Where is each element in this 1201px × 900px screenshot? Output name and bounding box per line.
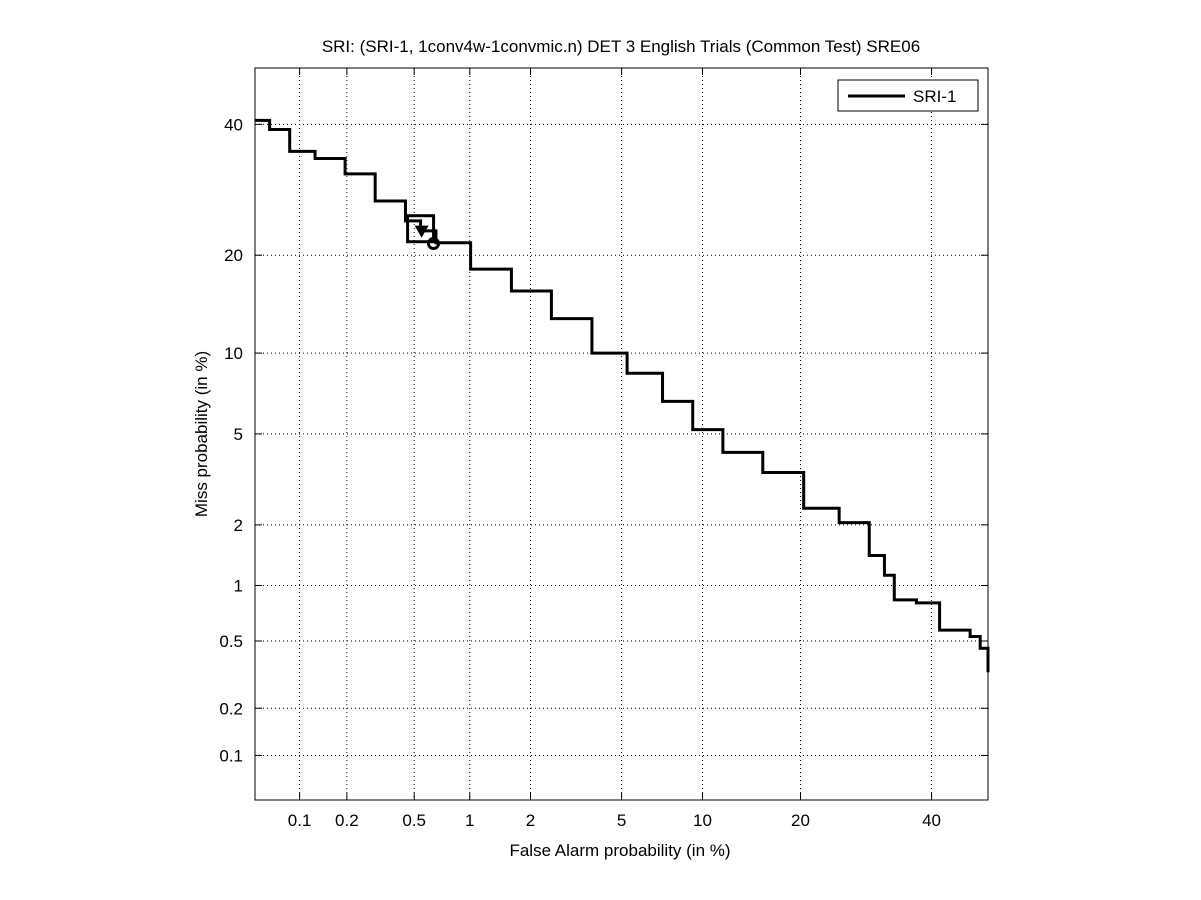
y-tick-label: 0.1 [219,746,243,765]
x-tick-label: 0.2 [335,811,359,830]
plot-frame [254,67,989,801]
x-tick-label: 40 [922,811,941,830]
triangle-marker [414,225,429,238]
legend: SRI-1 [837,79,979,112]
y-tick-label: 0.2 [219,699,243,718]
grid [255,68,988,800]
y-tick-label: 2 [234,516,243,535]
chart-title: SRI: (SRI-1, 1conv4w-1convmic.n) DET 3 E… [322,37,920,56]
x-tick-label: 2 [526,811,535,830]
min-dcf-square-marker [406,214,436,244]
legend-label-sri-1: SRI-1 [913,87,956,106]
x-tick-label: 5 [617,811,626,830]
x-axis-label: False Alarm probability (in %) [509,841,730,860]
x-tick-label: 0.5 [402,811,426,830]
y-tick-label: 0.5 [219,632,243,651]
y-tick-label: 10 [224,344,243,363]
series-line-sri-1 [255,118,990,673]
y-tick-label: 5 [234,425,243,444]
actual-dcf-circle-marker [426,237,440,251]
x-tick-label: 20 [791,811,810,830]
y-axis-label: Miss probability (in %) [192,351,211,517]
y-tick-label: 40 [224,115,243,134]
series-layer [255,118,990,673]
y-tick-label: 20 [224,246,243,265]
x-tick-label: 0.1 [288,811,312,830]
ticks: 0.1 0.2 0.5 1 2 5 10 20 40 0.1 0.2 0.5 1 2 5 10 20 40 [219,68,988,830]
x-tick-label: 1 [465,811,474,830]
y-tick-label: 1 [234,577,243,596]
x-tick-label: 10 [693,811,712,830]
